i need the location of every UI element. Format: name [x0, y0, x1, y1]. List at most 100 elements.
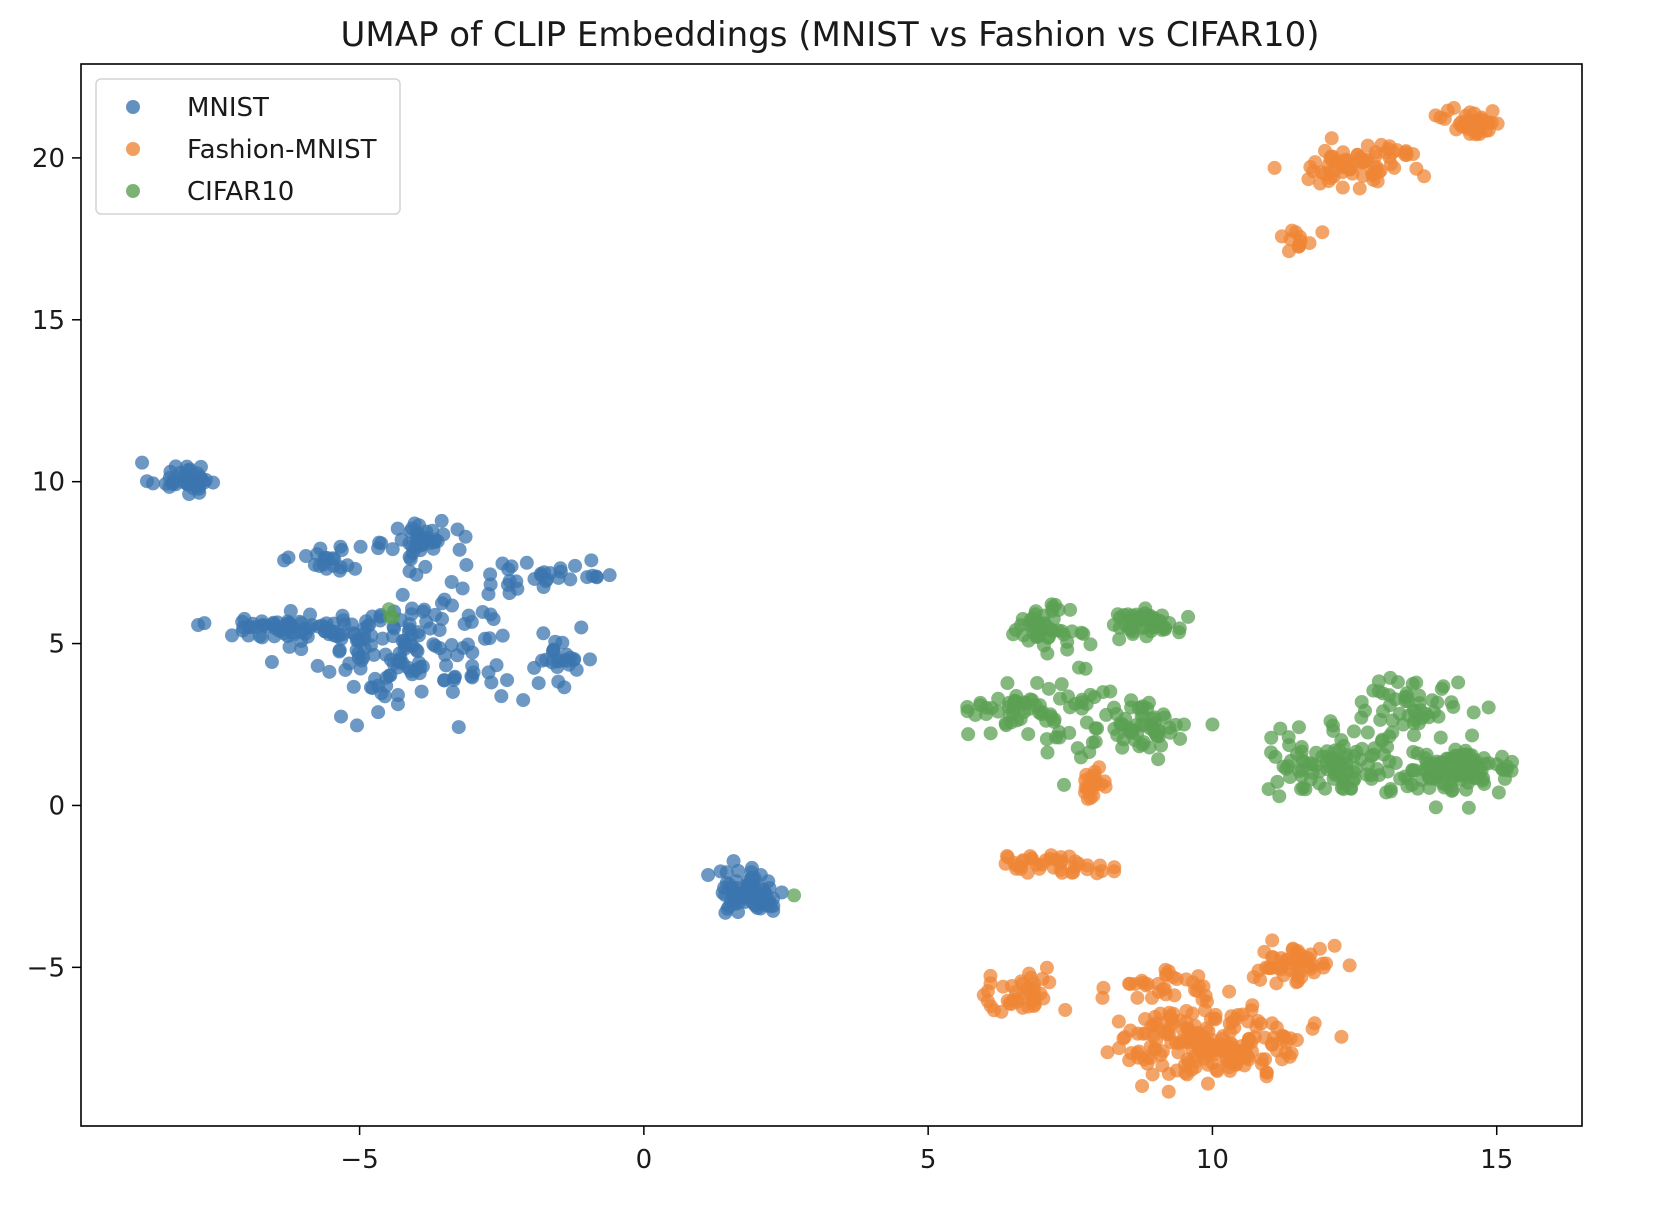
- x-tick-label: 5: [920, 1145, 937, 1175]
- data-point: [1325, 718, 1340, 733]
- data-point: [961, 727, 976, 742]
- data-point: [1200, 1076, 1215, 1091]
- data-point: [1305, 765, 1320, 780]
- data-point: [1273, 721, 1288, 736]
- data-point: [1289, 1033, 1304, 1048]
- data-point: [1266, 950, 1281, 965]
- data-point: [444, 575, 459, 590]
- data-point: [1063, 602, 1078, 617]
- data-point: [451, 720, 466, 735]
- data-point: [410, 644, 425, 659]
- data-point: [1047, 714, 1062, 729]
- data-point: [1135, 737, 1150, 752]
- data-point: [1334, 1029, 1349, 1044]
- data-point: [1412, 688, 1427, 703]
- data-point: [268, 618, 283, 633]
- data-point: [225, 628, 240, 643]
- data-point: [495, 628, 510, 643]
- y-tick-label: 15: [32, 306, 65, 336]
- data-point: [1054, 677, 1069, 692]
- data-point: [787, 888, 802, 903]
- data-point: [1321, 157, 1336, 172]
- data-point: [465, 659, 480, 674]
- data-point: [1128, 976, 1143, 991]
- data-point: [1254, 1052, 1269, 1067]
- data-point: [371, 705, 386, 720]
- data-point: [1459, 782, 1474, 797]
- data-point: [1111, 1014, 1126, 1029]
- data-point: [374, 686, 389, 701]
- data-point: [1062, 725, 1077, 740]
- points-layer: [135, 100, 1520, 1099]
- data-point: [404, 607, 419, 622]
- data-point: [1068, 696, 1083, 711]
- data-point: [1253, 1016, 1268, 1031]
- data-point: [312, 559, 327, 574]
- data-point: [1085, 735, 1100, 750]
- data-point: [1301, 172, 1316, 187]
- data-point: [349, 633, 364, 648]
- data-point: [1428, 800, 1443, 815]
- data-point: [1383, 157, 1398, 172]
- data-point: [1320, 762, 1335, 777]
- data-point: [1136, 1026, 1151, 1041]
- data-point: [1107, 860, 1122, 875]
- data-point: [1179, 972, 1194, 987]
- data-point: [763, 899, 778, 914]
- data-point: [1112, 632, 1127, 647]
- data-point: [1039, 960, 1054, 975]
- data-point: [1268, 749, 1283, 764]
- data-point: [1151, 752, 1166, 767]
- legend-marker: [126, 100, 140, 114]
- data-point: [1065, 624, 1080, 639]
- data-point: [1409, 161, 1424, 176]
- data-point: [1346, 724, 1361, 739]
- data-point: [1296, 780, 1311, 795]
- data-point: [1064, 865, 1079, 880]
- data-point: [450, 648, 465, 663]
- data-point: [1481, 700, 1496, 715]
- x-tick-label: 0: [636, 1145, 653, 1175]
- data-point: [1313, 176, 1328, 191]
- data-point: [313, 541, 328, 556]
- data-point: [536, 626, 551, 641]
- data-point: [1245, 998, 1260, 1013]
- data-point: [483, 607, 498, 622]
- data-point: [1235, 1007, 1250, 1022]
- data-point: [1242, 1031, 1257, 1046]
- data-point: [1332, 767, 1347, 782]
- legend-marker: [126, 184, 140, 198]
- data-point: [1303, 947, 1318, 962]
- data-point: [439, 658, 454, 673]
- data-point: [1110, 607, 1125, 622]
- data-point: [1080, 791, 1095, 806]
- chart-title: UMAP of CLIP Embeddings (MNIST vs Fashio…: [340, 15, 1319, 55]
- data-point: [1134, 717, 1149, 732]
- data-point: [602, 568, 617, 583]
- data-point: [582, 652, 597, 667]
- data-point: [1410, 746, 1425, 761]
- data-point: [435, 612, 450, 627]
- data-point: [1188, 1060, 1203, 1075]
- data-point: [1159, 967, 1174, 982]
- legend-marker: [126, 142, 140, 156]
- data-point: [516, 693, 531, 708]
- plot-area-frame: [80, 63, 1583, 1127]
- data-point: [1294, 769, 1309, 784]
- data-point: [1172, 621, 1187, 636]
- data-point: [334, 709, 349, 724]
- data-point: [1058, 1002, 1073, 1017]
- data-point: [192, 485, 207, 500]
- data-point: [298, 549, 313, 564]
- data-point: [1083, 637, 1098, 652]
- data-point: [983, 726, 998, 741]
- data-point: [1096, 685, 1111, 700]
- data-point: [444, 638, 459, 653]
- data-point: [1144, 624, 1159, 639]
- data-point: [1030, 628, 1045, 643]
- data-point: [386, 629, 400, 644]
- data-point: [1044, 597, 1059, 612]
- data-point: [390, 688, 405, 703]
- data-point: [1385, 725, 1400, 740]
